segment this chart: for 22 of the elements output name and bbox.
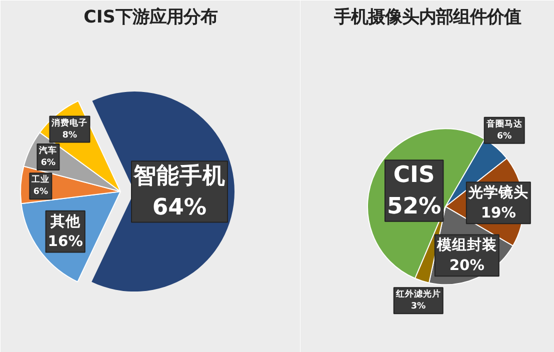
data-label: 20%	[449, 257, 485, 274]
slice-label: 音圈马达	[485, 118, 524, 130]
slice-label: 模组封装	[436, 236, 497, 254]
data-label: 64%	[152, 194, 207, 220]
data-label: 6%	[33, 187, 48, 198]
slice-label: 工业	[30, 174, 50, 186]
data-label: 8%	[62, 130, 78, 140]
chart-title: CIS下游应用分布	[84, 8, 218, 28]
data-label: 16%	[48, 233, 84, 250]
slice-label: 汽车	[38, 144, 58, 156]
data-label: 52%	[387, 193, 442, 220]
data-label: 6%	[497, 131, 512, 142]
slice-label: 消费电子	[50, 117, 88, 128]
slice-label: 红外滤光片	[394, 288, 441, 300]
chart-title: 手机摄像头内部组件价值	[333, 8, 521, 28]
data-label: 3%	[411, 302, 426, 312]
slice-label: 其他	[49, 212, 82, 230]
data-label: 19%	[480, 204, 516, 222]
data-label: 6%	[40, 158, 56, 168]
slice-label: 光学镜头	[467, 184, 528, 202]
slice-label: 智能手机	[132, 163, 226, 190]
slice-label: CIS	[393, 162, 435, 188]
